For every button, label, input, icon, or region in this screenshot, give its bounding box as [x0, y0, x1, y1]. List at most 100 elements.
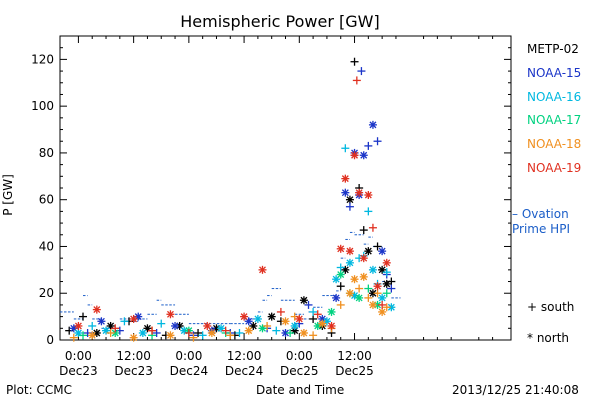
- north-point: [166, 331, 175, 340]
- point-stroke: [208, 329, 216, 337]
- south-point: [120, 317, 129, 326]
- point-stroke: [369, 121, 377, 129]
- legend-noaa-16: NOAA-16: [527, 90, 582, 104]
- point-stroke: [130, 315, 138, 323]
- legend-ovation: – Ovation Prime HPI: [512, 207, 598, 237]
- south-point: [373, 137, 382, 146]
- legend-noaa-19: NOAA-19: [527, 161, 582, 175]
- north-point: [295, 314, 304, 323]
- north-point: [88, 331, 97, 340]
- north-point: [327, 321, 336, 330]
- x-tick-time-label: 12:00: [227, 349, 262, 363]
- south-point: [364, 207, 373, 216]
- north-point: [240, 312, 249, 321]
- south-point: [88, 321, 97, 330]
- x-tick-date-label: Dec23: [114, 364, 153, 378]
- south-point: [359, 226, 368, 235]
- y-axis-label: P [GW]: [1, 174, 15, 216]
- x-tick-time-label: 0:00: [286, 349, 313, 363]
- north-point: [318, 319, 327, 328]
- south-point: [336, 263, 345, 272]
- legend-north-label: north: [536, 331, 570, 345]
- north-point: [378, 293, 387, 302]
- point-stroke: [245, 327, 253, 335]
- south-point: [336, 282, 345, 291]
- north-point: [74, 321, 83, 330]
- north-point: [336, 244, 345, 253]
- y-tick-label: 40: [39, 239, 54, 253]
- legend-south-label: south: [540, 300, 575, 314]
- x-tick-time-label: 12:00: [337, 349, 372, 363]
- point-stroke: [74, 329, 82, 337]
- north-point: [373, 282, 382, 291]
- south-point: [352, 76, 361, 85]
- south-point: [350, 57, 359, 66]
- north-point: [244, 326, 253, 335]
- north-point: [345, 258, 354, 267]
- data-points: [65, 57, 396, 342]
- south-point: [194, 328, 203, 337]
- point-stroke: [360, 151, 368, 159]
- north-point: [345, 195, 354, 204]
- point-stroke: [268, 313, 276, 321]
- point-stroke: [378, 294, 386, 302]
- north-point: [92, 305, 101, 314]
- north-point: [203, 321, 212, 330]
- ovation-dash: –: [512, 207, 522, 221]
- point-stroke: [346, 196, 354, 204]
- north-point: [350, 275, 359, 284]
- point-stroke: [328, 308, 335, 316]
- south-point: [355, 284, 364, 293]
- north-point: [138, 328, 147, 337]
- y-tick-label: 80: [39, 146, 54, 160]
- north-point: [253, 314, 262, 323]
- point-stroke: [337, 271, 345, 278]
- north-point: [281, 317, 290, 326]
- north-point: [327, 307, 336, 316]
- south-point: [184, 328, 193, 337]
- south-point: [226, 331, 235, 340]
- y-tick-label: 20: [39, 286, 54, 300]
- north-point: [341, 188, 350, 197]
- point-stroke: [378, 308, 386, 316]
- x-tick-date-label: Dec23: [59, 364, 98, 378]
- north-point: [345, 247, 354, 256]
- north-point: [336, 270, 345, 279]
- point-stroke: [341, 189, 349, 197]
- south-point: [313, 310, 322, 319]
- footer-plot-credit: Plot: CCMC: [6, 383, 72, 397]
- south-point: [368, 223, 377, 232]
- north-point: [368, 289, 377, 298]
- y-axis-ticks: 0 20 40 60 80 100 120: [31, 35, 511, 347]
- point-stroke: [378, 247, 386, 255]
- north-point: [299, 296, 308, 305]
- point-stroke: [341, 175, 349, 183]
- y-tick-label: 100: [31, 99, 54, 113]
- point-stroke: [166, 331, 174, 339]
- south-point: [364, 284, 373, 293]
- point-stroke: [369, 301, 377, 309]
- point-stroke: [259, 266, 266, 274]
- south-point: [378, 300, 387, 309]
- point-stroke: [332, 294, 340, 302]
- south-point: [221, 326, 230, 335]
- point-stroke: [93, 306, 101, 314]
- legend-ovation-label: Ovation Prime HPI: [512, 207, 570, 236]
- south-point: [148, 326, 157, 335]
- north-point: [382, 258, 391, 267]
- point-stroke: [254, 315, 262, 323]
- point-stroke: [374, 282, 382, 290]
- plot-area: [59, 35, 512, 341]
- legend-metp-02: METP-02: [527, 42, 579, 56]
- point-stroke: [351, 275, 358, 283]
- point-stroke: [88, 331, 96, 339]
- south-point: [69, 333, 78, 342]
- point-stroke: [300, 296, 308, 304]
- x-tick-date-label: Dec24: [225, 364, 264, 378]
- south-point: [263, 321, 272, 330]
- north-point: [364, 191, 373, 200]
- point-stroke: [355, 189, 363, 197]
- north-point: [355, 293, 364, 302]
- south-point: [341, 144, 350, 153]
